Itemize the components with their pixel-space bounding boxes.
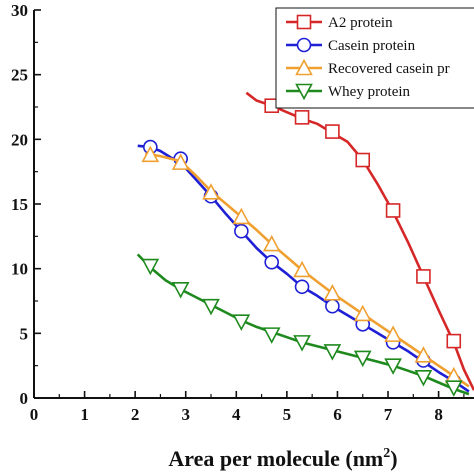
y-tick-label-20: 20 <box>11 130 28 149</box>
legend-label-3: Whey protein <box>328 84 411 100</box>
legend-label-0: A2 protein <box>328 15 393 31</box>
legend-swatch-marker-0 <box>296 14 312 30</box>
series-0-point <box>294 110 310 125</box>
legend-label-2: Recovered casein pr <box>328 61 450 77</box>
series-3 <box>136 253 470 397</box>
series-3-point <box>171 282 190 299</box>
legend-swatch-marker-1 <box>296 37 312 53</box>
series-line-0 <box>245 91 474 391</box>
series-3-point <box>293 335 311 352</box>
x-tick-label-0: 0 <box>30 405 39 424</box>
legend-swatch-marker-3 <box>295 83 313 101</box>
series-3-point <box>323 344 342 361</box>
series-0-point <box>385 203 401 218</box>
series-2-point <box>262 234 281 252</box>
series-0 <box>245 91 474 391</box>
series-2 <box>141 145 470 388</box>
axes-layer: 0 1 2 3 4 5 6 7 8 0 5 10 15 20 25 30 <box>11 1 474 424</box>
series-3-point <box>202 298 220 316</box>
x-tick-label-1: 1 <box>80 405 89 424</box>
legend-label-1: Casein protein <box>328 38 416 54</box>
series-2-point <box>293 260 311 278</box>
series-2-point <box>171 153 190 170</box>
y-tick-label-0: 0 <box>20 389 29 408</box>
series-2-point <box>353 304 372 322</box>
series-1-point <box>264 254 280 270</box>
series-3-point <box>141 258 160 276</box>
series-3-point <box>444 380 463 397</box>
y-tick-label-5: 5 <box>20 324 29 343</box>
x-tick-label-6: 6 <box>333 405 342 424</box>
series-3-point <box>384 358 402 375</box>
series-0-point <box>446 333 462 349</box>
series-3-point <box>262 327 281 344</box>
y-tick-label-10: 10 <box>11 260 28 279</box>
series-0-point <box>355 152 371 168</box>
series-1-point <box>294 279 310 295</box>
legend-swatch-marker-2 <box>295 58 313 76</box>
x-tick-label-3: 3 <box>181 405 190 424</box>
series-2-point <box>323 284 342 301</box>
x-axis-label: Area per molecule (nm2) <box>168 446 397 471</box>
series-2-point <box>232 207 251 225</box>
y-tick-label-25: 25 <box>11 66 28 85</box>
y-tick-label-30: 30 <box>11 1 28 20</box>
series-3-point <box>232 314 251 331</box>
series-layer <box>136 91 474 397</box>
x-tick-label-8: 8 <box>434 405 443 424</box>
series-0-point <box>416 269 431 284</box>
series-3-point <box>414 370 433 387</box>
series-1-point <box>234 223 249 239</box>
series-2-point <box>414 346 433 363</box>
x-tick-label-4: 4 <box>232 405 241 424</box>
series-1-point <box>325 298 340 314</box>
x-tick-label-2: 2 <box>131 405 140 424</box>
series-2-point <box>141 145 160 163</box>
legend: A2 protein Casein protein Recovered casein… <box>275 7 474 109</box>
x-tick-label-7: 7 <box>384 405 393 424</box>
series-2-point <box>202 183 220 200</box>
series-3-point <box>353 350 372 368</box>
y-tick-label-15: 15 <box>11 195 28 214</box>
series-0-point <box>325 124 340 139</box>
series-2-point <box>384 325 402 342</box>
x-tick-label-5: 5 <box>283 405 292 424</box>
